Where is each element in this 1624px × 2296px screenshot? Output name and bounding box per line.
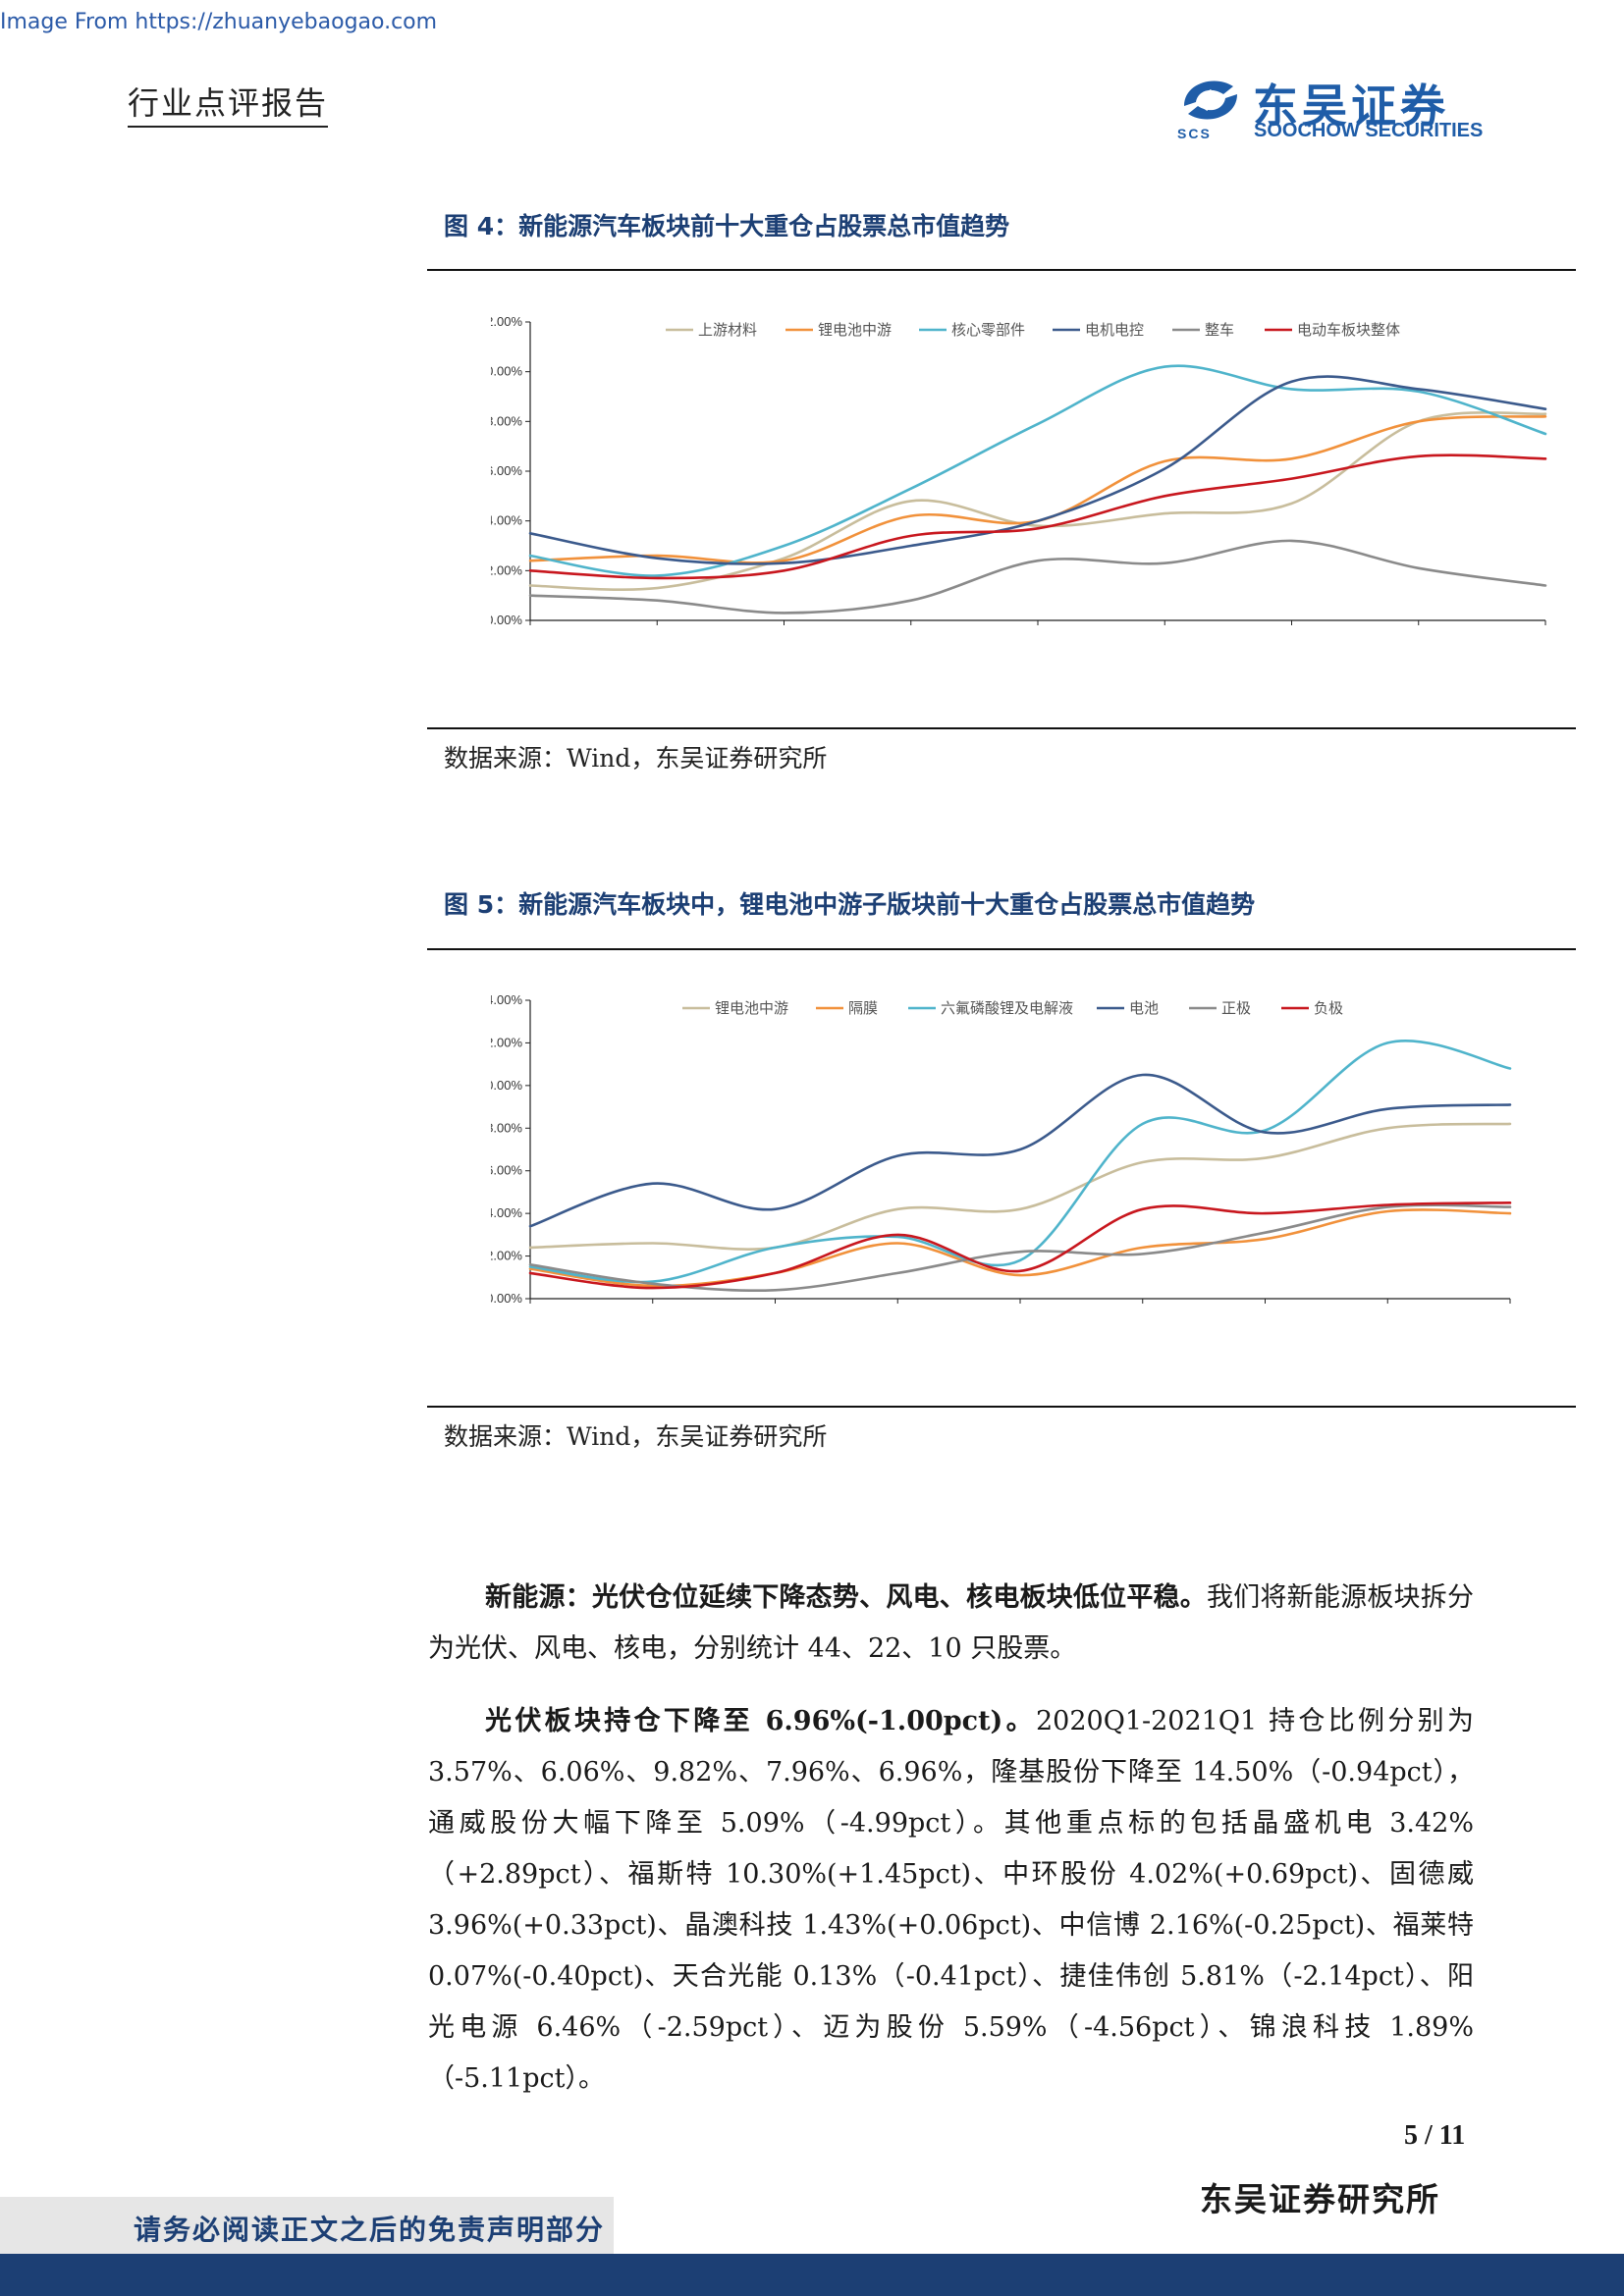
y-tick-label: 8.00% [491,1120,522,1135]
legend-label: 核心零部件 [951,321,1025,339]
y-tick-label: 10.00% [491,364,522,379]
legend-item: 电池 [1097,999,1159,1017]
figure-4-source: 数据来源：Wind，东吴证券研究所 [444,744,828,773]
paragraph-new-energy-text: 我们将新能源板块拆分为光伏、风电、核电，分别统计 44、22、10 只股票。 [428,1582,1474,1664]
legend-label: 电动车板块整体 [1297,321,1400,339]
y-tick-label: 2.00% [491,562,522,577]
y-tick-label: 8.00% [491,413,522,428]
logo-abbr: SCS [1177,126,1212,141]
disclaimer-background [0,2197,614,2254]
series-line [528,415,1547,564]
figure-5-chart: 0.00% 2.00% 4.00% 6.00% 8.00% 10.00% 12.00% 14.… [491,983,1571,1307]
y-tick-label: 6.00% [491,1163,522,1178]
paragraph-photovoltaic-lead: 光伏板块持仓下降至 6.96%(-1.00pct)。 [485,1706,1036,1736]
legend-item: 负极 [1281,999,1343,1017]
bottom-band [0,2254,1624,2296]
logo-chinese-name: 东吴证券 [1253,80,1449,133]
y-tick-label: 4.00% [491,513,522,528]
figure-4-chart: 0.00%2.00%4.00%6.00%8.00%10.00%12.00%201… [491,304,1571,628]
legend-label: 整车 [1205,321,1234,339]
figure-5-bottom-rule [427,1406,1576,1408]
legend-label: 负极 [1314,999,1343,1017]
figure-5-source: 数据来源：Wind，东吴证券研究所 [444,1422,828,1451]
footer-organization: 东吴证券研究所 [1200,2180,1440,2218]
logo-swirl-icon [1184,80,1237,120]
figure-4-title: 图 4：新能源汽车板块前十大重仓占股票总市值趋势 [444,212,1010,240]
series-line [528,539,1547,614]
paragraph-new-energy-lead: 新能源：光伏仓位延续下降态势、风电、核电板块低位平稳。 [485,1582,1207,1613]
y-tick-label: 14.00% [491,992,522,1007]
legend-item: 整车 [1172,321,1234,339]
series-line [528,375,1547,565]
series-line [528,454,1547,580]
legend-label: 电机电控 [1085,321,1144,339]
legend-item: 正极 [1189,999,1251,1017]
page-number: 5 / 11 [1404,2120,1466,2151]
figure-4-top-rule [427,269,1576,271]
legend-item: 电机电控 [1053,321,1144,339]
legend-label: 隔膜 [848,999,878,1017]
legend-label: 锂电池中游 [818,321,892,339]
series-line [528,364,1547,577]
figure-5-title: 图 5：新能源汽车板块中，锂电池中游子版块前十大重仓占股票总市值趋势 [444,890,1256,919]
report-type-label: 行业点评报告 [128,79,329,128]
y-tick-label: 4.00% [491,1205,522,1220]
paragraph-photovoltaic-text: 2020Q1-2021Q1 持仓比例分别为 3.57%、6.06%、9.82%、… [428,1706,1474,2094]
legend-item: 锂电池中游 [682,999,788,1017]
figure-5-top-rule [427,948,1576,950]
y-tick-label: 6.00% [491,463,522,478]
paragraph-photovoltaic: 光伏板块持仓下降至 6.96%(-1.00pct)。2020Q1-2021Q1 … [428,1696,1474,2105]
legend-label: 正极 [1221,999,1251,1017]
legend-item: 锂电池中游 [785,321,892,339]
y-tick-label: 12.00% [491,1035,522,1049]
watermark-link[interactable]: Image From https://zhuanyebaogao.com [0,10,438,34]
logo-english-name: SOOCHOW SECURITIES [1254,120,1484,141]
legend-label: 锂电池中游 [715,999,788,1017]
series-line [528,1208,1512,1288]
legend-label: 六氟磷酸锂及电解液 [941,999,1073,1017]
legend-label: 电池 [1129,999,1159,1017]
legend-item: 隔膜 [816,999,878,1017]
legend-label: 上游材料 [698,321,757,339]
legend-item: 上游材料 [666,321,757,339]
y-tick-label: 0.00% [491,1291,522,1306]
legend-item: 六氟磷酸锂及电解液 [908,999,1073,1017]
y-tick-label: 12.00% [491,314,522,329]
series-line [528,410,1547,592]
chart-1-svg: 0.00% 2.00% 4.00% 6.00% 8.00% 10.00% 12.00% 14.… [491,992,1512,1306]
disclaimer-text: 请务必阅读正文之后的免责声明部分 [134,2214,606,2246]
paragraph-new-energy: 新能源：光伏仓位延续下降态势、风电、核电板块低位平稳。我们将新能源板块拆分为光伏… [428,1573,1474,1675]
chart-0-svg: 0.00%2.00%4.00%6.00%8.00%10.00%12.00%201… [491,314,1547,627]
y-tick-label: 10.00% [491,1078,522,1093]
y-tick-label: 2.00% [491,1249,522,1263]
series-line [528,1073,1512,1228]
series-line [528,1122,1512,1251]
series-line [528,1040,1512,1284]
legend-item: 核心零部件 [919,321,1025,339]
company-logo: SCS 东吴证券 SOOCHOW SECURITIES [1176,73,1500,143]
figure-4-bottom-rule [427,727,1576,729]
series-line [528,1201,1512,1290]
legend-item: 电动车板块整体 [1265,321,1400,339]
y-tick-label: 0.00% [491,613,522,627]
